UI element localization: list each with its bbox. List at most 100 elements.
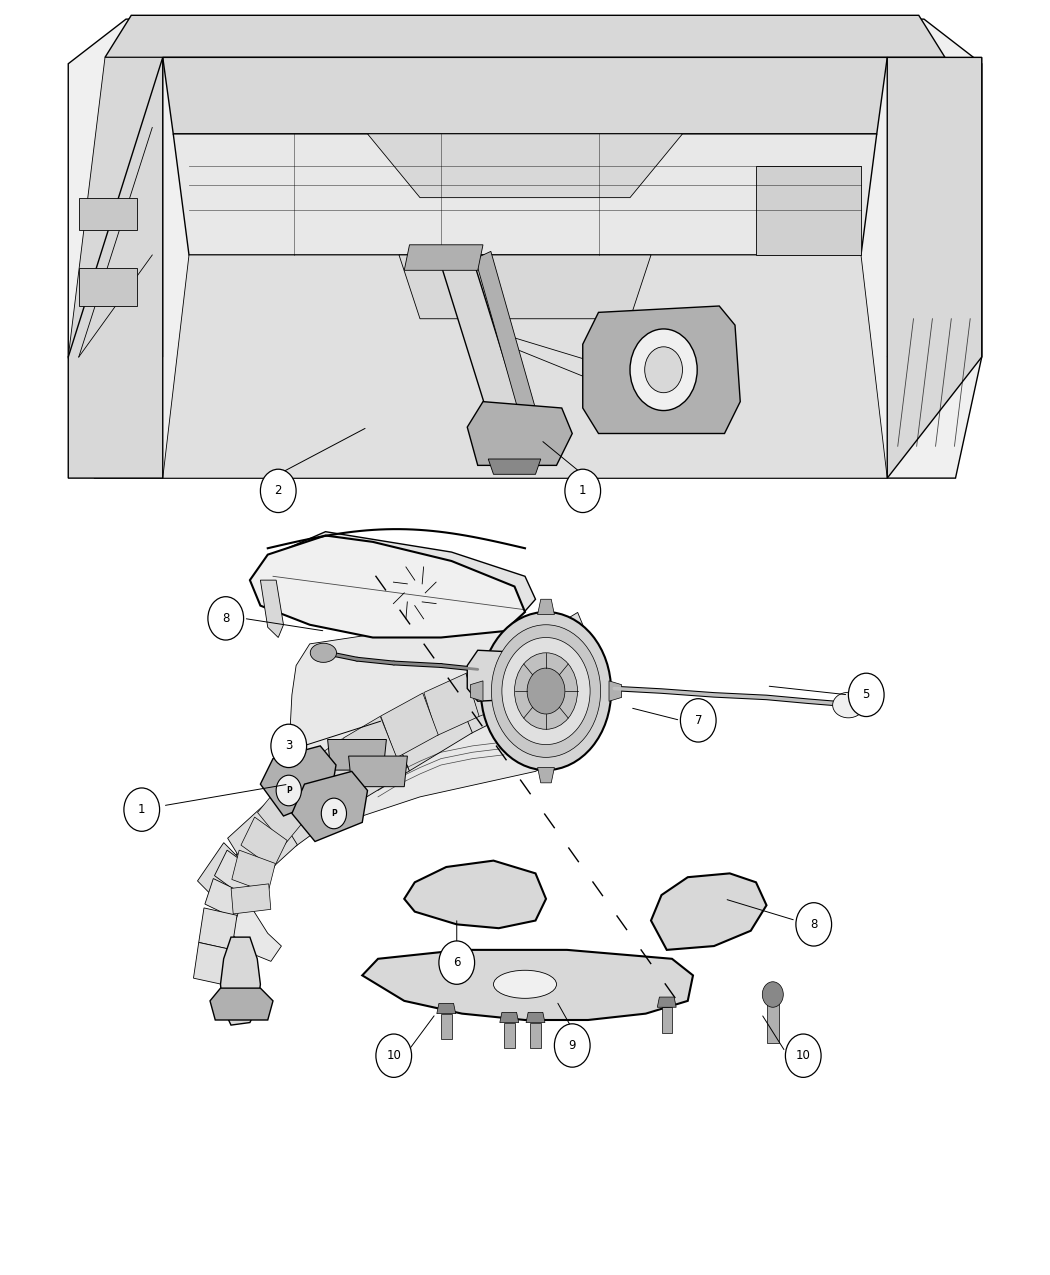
Text: P: P xyxy=(331,808,337,819)
Text: 3: 3 xyxy=(285,740,293,752)
Text: 9: 9 xyxy=(568,1039,576,1052)
Text: 10: 10 xyxy=(386,1049,401,1062)
Polygon shape xyxy=(442,255,529,453)
Polygon shape xyxy=(349,756,407,787)
Polygon shape xyxy=(163,255,887,478)
Polygon shape xyxy=(210,988,273,1020)
Circle shape xyxy=(124,788,160,831)
Polygon shape xyxy=(388,682,472,771)
Text: P: P xyxy=(286,785,292,796)
Polygon shape xyxy=(272,760,348,847)
Circle shape xyxy=(481,612,611,770)
Circle shape xyxy=(321,798,347,829)
Circle shape xyxy=(208,597,244,640)
Polygon shape xyxy=(470,681,483,701)
Polygon shape xyxy=(79,268,136,306)
Circle shape xyxy=(645,347,683,393)
Circle shape xyxy=(762,982,783,1007)
Polygon shape xyxy=(226,625,604,961)
Polygon shape xyxy=(326,720,410,810)
Polygon shape xyxy=(214,850,256,896)
Polygon shape xyxy=(362,950,693,1020)
Polygon shape xyxy=(198,908,237,950)
Polygon shape xyxy=(220,937,260,1025)
Polygon shape xyxy=(466,657,521,717)
Polygon shape xyxy=(887,57,982,478)
Polygon shape xyxy=(328,740,386,770)
Ellipse shape xyxy=(311,644,336,663)
Polygon shape xyxy=(526,1012,545,1023)
Polygon shape xyxy=(488,459,541,474)
Text: 5: 5 xyxy=(862,688,870,701)
Polygon shape xyxy=(437,1003,456,1014)
Circle shape xyxy=(785,1034,821,1077)
Text: 1: 1 xyxy=(579,484,587,497)
Polygon shape xyxy=(583,306,740,434)
Polygon shape xyxy=(368,134,682,198)
Polygon shape xyxy=(454,650,533,733)
Polygon shape xyxy=(399,255,651,319)
Polygon shape xyxy=(766,1001,779,1043)
Polygon shape xyxy=(500,1012,519,1023)
Polygon shape xyxy=(260,746,336,816)
Polygon shape xyxy=(538,768,554,783)
Polygon shape xyxy=(242,817,287,868)
Polygon shape xyxy=(228,799,297,884)
Circle shape xyxy=(439,941,475,984)
Polygon shape xyxy=(381,694,438,757)
Polygon shape xyxy=(504,1023,514,1048)
Polygon shape xyxy=(756,166,861,255)
Polygon shape xyxy=(424,673,479,736)
Polygon shape xyxy=(281,761,331,822)
Circle shape xyxy=(514,653,578,729)
Polygon shape xyxy=(441,1014,452,1039)
Polygon shape xyxy=(79,198,136,230)
Polygon shape xyxy=(193,942,232,986)
Polygon shape xyxy=(662,1007,672,1033)
Polygon shape xyxy=(232,850,275,892)
Polygon shape xyxy=(163,57,887,134)
Text: 8: 8 xyxy=(222,612,230,625)
Polygon shape xyxy=(467,402,572,465)
Polygon shape xyxy=(173,134,877,255)
Ellipse shape xyxy=(494,970,556,998)
Polygon shape xyxy=(68,19,982,478)
Polygon shape xyxy=(292,771,368,842)
Text: 2: 2 xyxy=(274,484,282,497)
Circle shape xyxy=(271,724,307,768)
Polygon shape xyxy=(343,717,397,779)
Polygon shape xyxy=(197,843,259,917)
Polygon shape xyxy=(549,622,590,678)
Circle shape xyxy=(565,469,601,513)
Polygon shape xyxy=(68,57,163,357)
Circle shape xyxy=(527,668,565,714)
Circle shape xyxy=(680,699,716,742)
Polygon shape xyxy=(68,57,163,478)
Circle shape xyxy=(502,638,590,745)
Text: 10: 10 xyxy=(796,1049,811,1062)
Polygon shape xyxy=(404,245,483,270)
Text: 8: 8 xyxy=(810,918,818,931)
Polygon shape xyxy=(105,15,945,57)
Circle shape xyxy=(848,673,884,717)
Polygon shape xyxy=(609,681,622,701)
Polygon shape xyxy=(538,599,554,615)
Polygon shape xyxy=(514,612,598,701)
Circle shape xyxy=(630,329,697,411)
Text: 1: 1 xyxy=(138,803,146,816)
Polygon shape xyxy=(231,884,271,914)
Polygon shape xyxy=(311,738,361,801)
Polygon shape xyxy=(250,536,525,638)
Polygon shape xyxy=(507,635,564,700)
Polygon shape xyxy=(476,251,543,444)
Polygon shape xyxy=(887,57,982,357)
Polygon shape xyxy=(265,532,536,622)
Circle shape xyxy=(276,775,301,806)
Circle shape xyxy=(491,625,601,757)
Polygon shape xyxy=(205,878,245,919)
Ellipse shape xyxy=(833,692,864,718)
Polygon shape xyxy=(404,861,546,928)
Circle shape xyxy=(376,1034,412,1077)
Text: 7: 7 xyxy=(694,714,702,727)
Polygon shape xyxy=(530,1023,541,1048)
